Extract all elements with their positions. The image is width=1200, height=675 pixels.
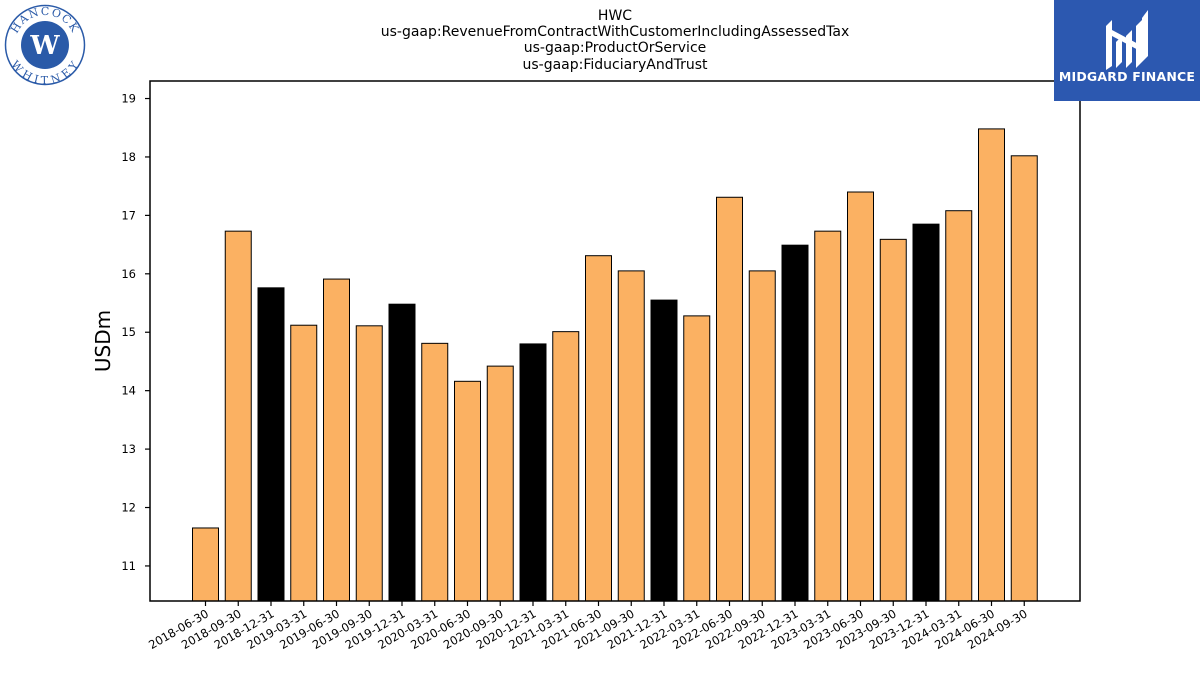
- y-tick-label: 18: [121, 150, 136, 164]
- hancock-whitney-logo: HANCOCK WHITNEY W: [4, 4, 86, 87]
- bar-2024-06-30: [978, 128, 1005, 602]
- bar-2023-09-30: [879, 238, 907, 602]
- chart-title-line-1: HWC: [597, 8, 633, 24]
- midgard-mark-icon: [1106, 10, 1148, 70]
- bar-2023-03-31: [814, 230, 842, 602]
- chart-title-line-2: us-gaap:RevenueFromContractWithCustomerI…: [380, 24, 850, 40]
- y-tick-label: 12: [121, 501, 136, 515]
- chart-title-line-4: us-gaap:FiduciaryAndTrust: [522, 57, 708, 73]
- bar-2024-03-31: [945, 210, 973, 602]
- bar-2018-09-30: [224, 230, 252, 602]
- bar-2023-06-30: [847, 191, 874, 602]
- bar-2022-12-31: [781, 244, 809, 602]
- bar-2023-12-31: [912, 223, 940, 602]
- bar-2018-06-30: [192, 527, 219, 602]
- bar-2021-03-31: [552, 331, 580, 602]
- y-tick-label: 19: [121, 92, 136, 106]
- bar-2022-09-30: [748, 270, 776, 602]
- bar-2022-03-31: [683, 315, 711, 602]
- bar-2020-03-31: [421, 342, 449, 602]
- bar-2019-12-31: [388, 303, 416, 602]
- bar-2021-09-30: [617, 270, 645, 602]
- plot-frame: [149, 80, 1081, 602]
- y-tick-label: 13: [121, 442, 136, 456]
- y-tick-label: 15: [121, 325, 136, 339]
- logo-monogram: W: [29, 31, 60, 61]
- bar-2022-06-30: [716, 196, 743, 602]
- y-tick-label: 17: [121, 208, 136, 222]
- bar-2024-09-30: [1010, 155, 1038, 602]
- y-tick-label: 14: [121, 384, 136, 398]
- bar-2019-03-31: [290, 324, 318, 602]
- bar-2021-12-31: [650, 299, 678, 602]
- bar-2021-06-30: [585, 255, 612, 602]
- bar-2020-12-31: [519, 343, 547, 602]
- chart-title-line-3: us-gaap:ProductOrService: [523, 40, 707, 56]
- bar-2019-09-30: [355, 325, 383, 602]
- brand-text: MIDGARD FINANCE: [1058, 69, 1196, 84]
- bar-2018-12-31: [257, 287, 285, 602]
- bar-2020-09-30: [486, 365, 514, 602]
- midgard-finance-logo: MIDGARD FINANCE: [1054, 0, 1200, 101]
- bar-2019-06-30: [323, 278, 350, 602]
- y-tick-label: 11: [121, 559, 136, 573]
- bar-2020-06-30: [454, 380, 481, 602]
- y-axis-label: USDm: [91, 310, 115, 372]
- y-tick-label: 16: [121, 267, 136, 281]
